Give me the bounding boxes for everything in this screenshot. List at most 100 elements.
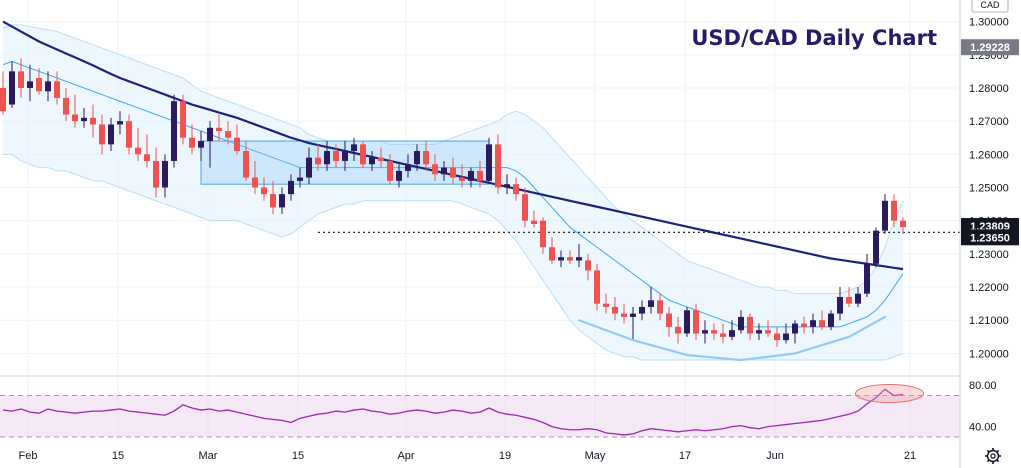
svg-text:CAD: CAD [980, 0, 1000, 10]
candle [783, 323, 789, 344]
candle [576, 243, 582, 268]
candle [504, 174, 510, 195]
candle [657, 293, 663, 321]
candle [423, 141, 429, 171]
candle-body [594, 270, 600, 304]
candle-body [9, 71, 15, 105]
candle [360, 141, 366, 168]
time-tick-label: Jun [766, 450, 784, 462]
candle-body [0, 87, 6, 112]
time-tick-label: 21 [904, 450, 916, 462]
candle [0, 71, 6, 115]
time-tick-label: May [585, 450, 606, 462]
candle [594, 263, 600, 311]
candle-body [828, 313, 834, 327]
candle-body [468, 170, 474, 181]
candle-body [144, 154, 150, 161]
candle-body [198, 141, 204, 148]
candle-body [72, 114, 78, 122]
bottom-arc-path [577, 315, 887, 362]
candle [252, 160, 258, 195]
time-tick-label: 15 [292, 450, 304, 462]
candle-body [738, 316, 744, 331]
candle-body [792, 323, 798, 334]
candle [477, 160, 483, 188]
candle-body [486, 144, 492, 181]
time-tick-label: 19 [499, 450, 511, 462]
candle [135, 127, 141, 161]
candle [54, 71, 60, 105]
time-tick-label: 17 [679, 450, 691, 462]
time-tick-label: 15 [112, 450, 124, 462]
candle [216, 114, 222, 142]
candle [891, 194, 897, 228]
candle [279, 187, 285, 215]
candle-body [873, 230, 879, 264]
rsi-tick-label: 40.00 [969, 422, 997, 434]
candle-body [711, 330, 717, 334]
candle-body [27, 81, 33, 88]
candle [333, 144, 339, 168]
candle [468, 167, 474, 188]
candle [63, 87, 69, 122]
rsi-tick-label: 80.00 [969, 380, 997, 392]
candle-body [36, 78, 42, 92]
price-tag-box [961, 39, 1019, 56]
candle-body [774, 333, 780, 341]
candle [351, 137, 357, 161]
price-tag-label: 1.29228 [970, 42, 1010, 54]
candle [36, 68, 42, 95]
candle [315, 144, 321, 171]
candle-body [783, 333, 789, 341]
candle-body [810, 320, 816, 327]
candle [342, 141, 348, 171]
candle [180, 94, 186, 145]
candle [675, 316, 681, 344]
candle [99, 114, 105, 155]
candle-body [324, 151, 330, 165]
candle-body [675, 326, 681, 334]
candle-body [720, 333, 726, 337]
candle-body [81, 117, 87, 122]
candle-body [648, 300, 654, 307]
candle-body [756, 330, 762, 334]
candle-body [621, 313, 627, 317]
candle [459, 164, 465, 188]
candle [234, 124, 240, 155]
candle-body [531, 220, 537, 224]
time-tick-label: Apr [397, 450, 414, 462]
rsi-pane [0, 383, 960, 438]
candle [117, 111, 123, 135]
price-tag: 1.23650 [961, 229, 1019, 246]
candle-body [882, 200, 888, 231]
candle-body [702, 330, 708, 334]
candle-body [495, 144, 501, 188]
candle-body [522, 194, 528, 221]
candle-body [360, 144, 366, 165]
candlestick-series [0, 58, 906, 347]
candle-body [558, 257, 564, 261]
chart-title: USD/CAD Daily Chart [691, 26, 937, 50]
candle-body [378, 157, 384, 161]
candle-body [639, 306, 645, 314]
candle [324, 141, 330, 171]
candle [819, 310, 825, 331]
candle-body [180, 101, 186, 138]
candle [900, 217, 906, 234]
candle [765, 320, 771, 337]
candle [18, 58, 24, 98]
candle-body [225, 131, 231, 138]
candle-body [612, 306, 618, 314]
candle-body [90, 117, 96, 125]
settings-gear-icon[interactable] [985, 448, 1001, 464]
candle-body [846, 297, 852, 304]
candle-body [162, 160, 168, 188]
candle [549, 237, 555, 264]
candle-body [423, 151, 429, 165]
candle [207, 121, 213, 168]
candle-body [837, 297, 843, 314]
candle-body [657, 300, 663, 314]
candle-body [666, 313, 672, 327]
candle-body [261, 187, 267, 195]
